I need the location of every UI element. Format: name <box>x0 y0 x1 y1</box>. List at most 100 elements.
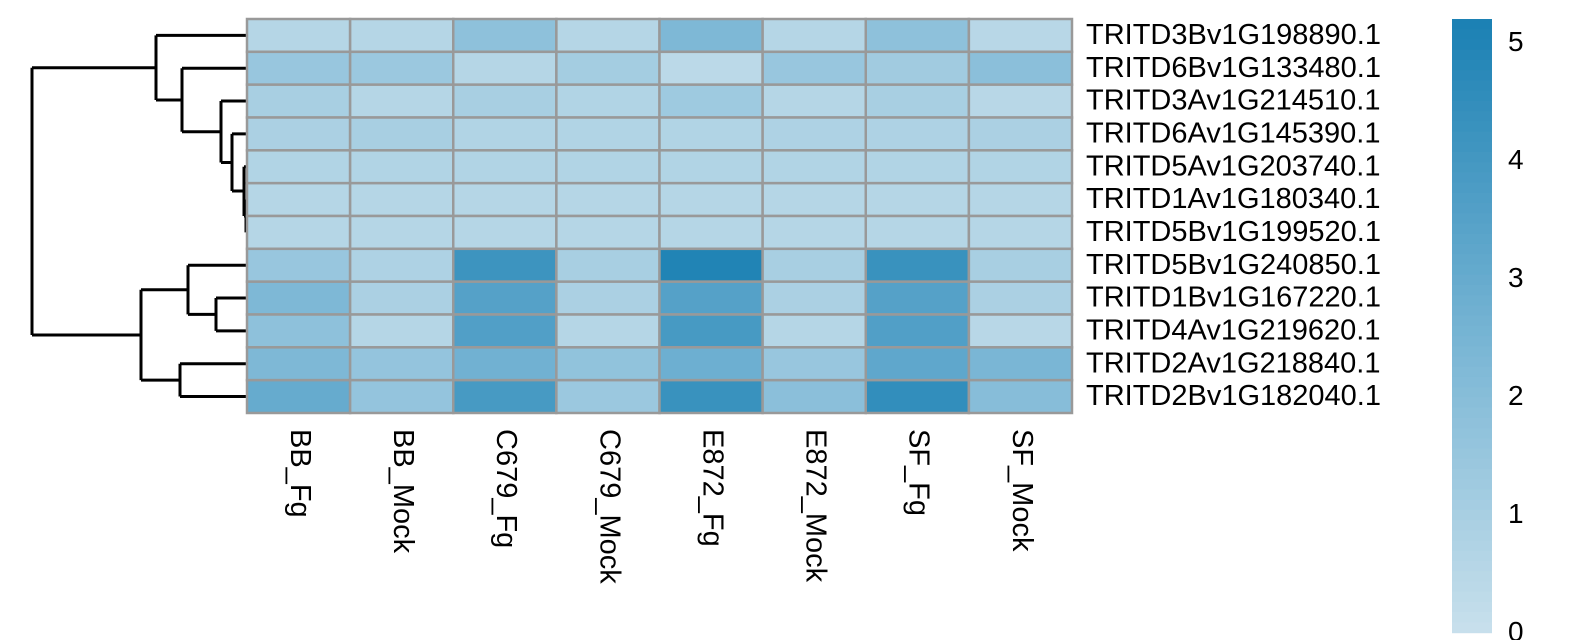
heatmap-cell <box>658 378 764 415</box>
heatmap-cell <box>967 214 1074 251</box>
colorbar-segment <box>1452 141 1492 153</box>
colorbar-segment <box>1452 295 1492 306</box>
colorbar-segment <box>1452 254 1492 266</box>
heatmap-cell <box>348 247 455 283</box>
heatmap-cell <box>761 181 867 218</box>
heatmap-cell <box>864 181 971 218</box>
colorbar-segment <box>1452 428 1492 439</box>
heatmap-cell <box>658 116 764 152</box>
heatmap-cell <box>658 83 764 119</box>
heatmap-cell <box>967 313 1074 349</box>
colorbar-tick-label: 5 <box>1508 26 1524 57</box>
colorbar-segment <box>1452 509 1492 521</box>
heatmap-cell <box>761 83 867 119</box>
column-label: C679_Mock <box>593 429 625 584</box>
colorbar-segment <box>1452 70 1492 81</box>
heatmap-cell <box>245 17 352 54</box>
colorbar-segment <box>1452 39 1492 51</box>
heatmap-cell <box>555 378 661 415</box>
heatmap-cell <box>658 149 764 185</box>
heatmap-cell <box>555 181 661 218</box>
heatmap-cell <box>245 247 352 283</box>
row-label: TRITD5Av1G203740.1 <box>1086 150 1380 182</box>
heatmap-cell <box>245 378 352 415</box>
heatmap-cell <box>555 214 661 251</box>
colorbar-segment <box>1452 29 1492 41</box>
heatmap-cell <box>452 247 558 283</box>
colorbar-segment <box>1452 111 1492 122</box>
row-label: TRITD6Av1G145390.1 <box>1086 118 1380 150</box>
heatmap-cell <box>864 378 971 415</box>
heatmap-cell <box>864 17 971 54</box>
heatmap-cell <box>658 280 764 316</box>
heatmap-cell <box>452 17 558 54</box>
heatmap-cell <box>348 346 455 382</box>
colorbar-segment <box>1452 182 1492 194</box>
heatmap-cell <box>864 247 971 283</box>
colorbar-segment <box>1452 325 1492 337</box>
column-label: SF_Fg <box>903 429 935 516</box>
colorbar-segment <box>1452 448 1492 460</box>
heatmap-cell <box>245 313 352 349</box>
colorbar-segment <box>1452 315 1492 327</box>
row-label: TRITD3Av1G214510.1 <box>1086 85 1380 117</box>
heatmap-cell <box>452 83 558 119</box>
colorbar-segment <box>1452 80 1492 92</box>
heatmap-cell <box>864 214 971 251</box>
heatmap-cell <box>658 181 764 218</box>
row-label: TRITD5Bv1G240850.1 <box>1086 249 1381 281</box>
colorbar-segment <box>1452 203 1492 214</box>
heatmap-cell <box>555 247 661 283</box>
heatmap-cell <box>348 149 455 185</box>
heatmap-cell <box>761 17 867 54</box>
colorbar-segment <box>1452 49 1492 61</box>
heatmap-cell <box>555 83 661 119</box>
heatmap-cell <box>348 280 455 316</box>
heatmap-cell <box>967 280 1074 316</box>
colorbar-segment <box>1452 468 1492 480</box>
colorbar-segment <box>1452 131 1492 143</box>
heatmap-cell <box>761 149 867 185</box>
heatmap-cell <box>245 50 352 86</box>
heatmap-cell <box>348 50 455 86</box>
column-label: E872_Mock <box>800 429 832 583</box>
colorbar-tick-label: 0 <box>1508 616 1524 640</box>
heatmap-cell <box>761 346 867 382</box>
colorbar-segment <box>1452 264 1492 276</box>
heatmap-cell <box>967 247 1074 283</box>
heatmap-cell <box>348 116 455 152</box>
colorbar-segment <box>1452 366 1492 378</box>
row-label: TRITD2Av1G218840.1 <box>1086 347 1380 379</box>
colorbar-segment <box>1452 336 1492 347</box>
colorbar-segment <box>1452 520 1492 531</box>
heatmap-cell <box>761 313 867 349</box>
heatmap-cell <box>864 313 971 349</box>
colorbar-segment <box>1452 376 1492 388</box>
colorbar-segment <box>1452 591 1492 603</box>
row-label: TRITD3Bv1G198890.1 <box>1086 19 1381 51</box>
heatmap-cell <box>761 214 867 251</box>
heatmap-cell <box>967 181 1074 218</box>
colorbar-segment <box>1452 581 1492 593</box>
colorbar-segment <box>1452 121 1492 133</box>
heatmap-cell <box>658 17 764 54</box>
column-label: E872_Fg <box>696 429 728 547</box>
colorbar-segment <box>1452 162 1492 173</box>
heatmap-cell <box>348 181 455 218</box>
colorbar-segment <box>1452 622 1492 634</box>
colorbar-segment <box>1452 499 1492 511</box>
heatmap-cell <box>761 116 867 152</box>
heatmap-cell <box>555 280 661 316</box>
heatmap-cell <box>864 83 971 119</box>
heatmap-cell <box>864 149 971 185</box>
colorbar-segment <box>1452 612 1492 623</box>
heatmap-cell <box>245 149 352 185</box>
heatmap-cell <box>452 214 558 251</box>
colorbar-segment <box>1452 90 1492 102</box>
colorbar-segment <box>1452 489 1492 501</box>
heatmap-cell <box>245 181 352 218</box>
colorbar-segment <box>1452 243 1492 255</box>
colorbar-segment <box>1452 479 1492 491</box>
heatmap-cell <box>555 50 661 86</box>
column-label: SF_Mock <box>1006 429 1038 552</box>
